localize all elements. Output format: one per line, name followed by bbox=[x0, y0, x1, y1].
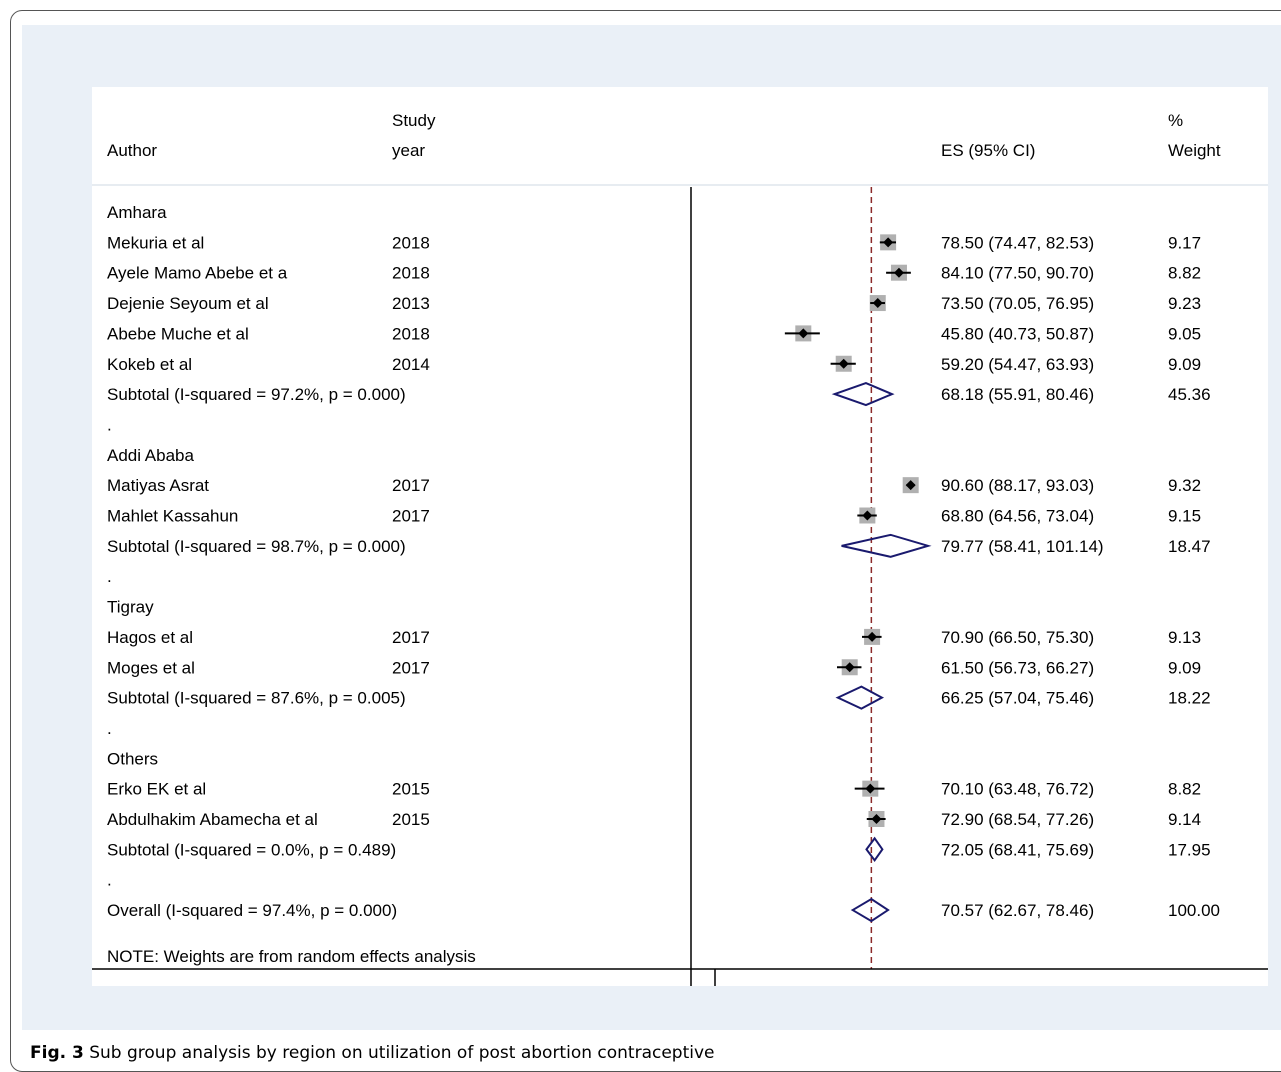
header-study: Study bbox=[392, 111, 436, 130]
study-year: 2017 bbox=[392, 628, 430, 647]
study-es: 72.90 (68.54, 77.26) bbox=[941, 810, 1094, 829]
group-label: Amhara bbox=[107, 203, 167, 222]
study-weight: 8.82 bbox=[1168, 780, 1201, 799]
group-label: Tigray bbox=[107, 598, 154, 617]
study-author: Kokeb et al bbox=[107, 355, 192, 374]
subtotal-es: 66.25 (57.04, 75.46) bbox=[941, 689, 1094, 708]
spacer-dot: . bbox=[107, 415, 112, 434]
subtotal-diamond bbox=[841, 533, 932, 558]
study-es: 68.80 (64.56, 73.04) bbox=[941, 507, 1094, 526]
subtotal-label: Subtotal (I-squared = 87.6%, p = 0.005) bbox=[107, 689, 406, 708]
subtotal-es: 72.05 (68.41, 75.69) bbox=[941, 840, 1094, 859]
figure-panel: Study year Author ES (95% CI)% Weight Amhara M… bbox=[22, 25, 1281, 1030]
spacer-dot: . bbox=[107, 719, 112, 738]
forest-plot: Study year Author ES (95% CI)% Weight Amhara M… bbox=[92, 87, 1268, 986]
study-weight: 9.13 bbox=[1168, 628, 1201, 647]
study-point bbox=[798, 328, 809, 339]
study-year: 2018 bbox=[392, 264, 430, 283]
subtotal-diamond bbox=[831, 382, 895, 407]
study-author: Dejenie Seyoum et al bbox=[107, 294, 269, 313]
subtotal-label: Subtotal (I-squared = 0.0%, p = 0.489) bbox=[107, 840, 396, 859]
study-es: 78.50 (74.47, 82.53) bbox=[941, 233, 1094, 252]
study-weight: 9.23 bbox=[1168, 294, 1201, 313]
study-es: 73.50 (70.05, 76.95) bbox=[941, 294, 1094, 313]
caption-text: Sub group analysis by region on utilizat… bbox=[89, 1043, 715, 1063]
study-author: Mahlet Kassahun bbox=[107, 507, 238, 526]
study-es: 59.20 (54.47, 63.93) bbox=[941, 355, 1094, 374]
study-author: Abebe Muche et al bbox=[107, 324, 249, 343]
study-weight: 9.15 bbox=[1168, 507, 1201, 526]
study-weight: 9.32 bbox=[1168, 476, 1201, 495]
study-point bbox=[867, 631, 878, 642]
caption-label: Fig. 3 bbox=[30, 1043, 84, 1063]
study-author: Ayele Mamo Abebe et a bbox=[107, 264, 288, 283]
study-point bbox=[838, 358, 849, 369]
study-es: 61.50 (56.73, 66.27) bbox=[941, 658, 1094, 677]
group-label: Others bbox=[107, 749, 158, 768]
study-point bbox=[865, 783, 876, 794]
subtotal-label: Subtotal (I-squared = 98.7%, p = 0.000) bbox=[107, 537, 406, 556]
study-es: 90.60 (88.17, 93.03) bbox=[941, 476, 1094, 495]
study-year: 2015 bbox=[392, 810, 430, 829]
study-author: Matiyas Asrat bbox=[107, 476, 209, 495]
header-year: year bbox=[392, 141, 425, 160]
spacer-dot: . bbox=[107, 567, 112, 586]
subtotal-weight: 45.36 bbox=[1168, 385, 1211, 404]
study-author: Moges et al bbox=[107, 658, 195, 677]
study-year: 2018 bbox=[392, 324, 430, 343]
study-weight: 9.17 bbox=[1168, 233, 1201, 252]
subtotal-weight: 17.95 bbox=[1168, 840, 1211, 859]
study-point bbox=[862, 510, 873, 521]
study-weight: 9.05 bbox=[1168, 324, 1201, 343]
spacer-dot: . bbox=[107, 871, 112, 890]
header-percent: % bbox=[1168, 111, 1183, 130]
subtotal-es: 79.77 (58.41, 101.14) bbox=[941, 537, 1104, 556]
subtotal-weight: 18.22 bbox=[1168, 689, 1211, 708]
study-year: 2013 bbox=[392, 294, 430, 313]
subtotal-diamond bbox=[865, 836, 884, 863]
study-author: Abdulhakim Abamecha et al bbox=[107, 810, 318, 829]
weights-note: NOTE: Weights are from random effects an… bbox=[107, 947, 476, 966]
study-es: 70.10 (63.48, 76.72) bbox=[941, 780, 1094, 799]
study-weight: 9.09 bbox=[1168, 658, 1201, 677]
subtotal-es: 68.18 (55.91, 80.46) bbox=[941, 385, 1094, 404]
study-point bbox=[893, 267, 904, 278]
group-label: Addi Ababa bbox=[107, 446, 195, 465]
study-weight: 8.82 bbox=[1168, 264, 1201, 283]
study-author: Hagos et al bbox=[107, 628, 193, 647]
header-author: Author bbox=[107, 141, 157, 160]
study-point bbox=[905, 480, 916, 491]
study-es: 45.80 (40.73, 50.87) bbox=[941, 324, 1094, 343]
figure-caption: Fig. 3 Sub group analysis by region on u… bbox=[30, 1043, 715, 1063]
overall-weight: 100.00 bbox=[1168, 901, 1220, 920]
subtotal-label: Subtotal (I-squared = 97.2%, p = 0.000) bbox=[107, 385, 406, 404]
study-point bbox=[872, 298, 883, 309]
overall-diamond bbox=[850, 897, 890, 923]
study-year: 2017 bbox=[392, 658, 430, 677]
header-weight: Weight bbox=[1168, 141, 1221, 160]
overall-es: 70.57 (62.67, 78.46) bbox=[941, 901, 1094, 920]
header-es: ES (95% CI) bbox=[941, 141, 1035, 160]
study-year: 2015 bbox=[392, 780, 430, 799]
overall-label: Overall (I-squared = 97.4%, p = 0.000) bbox=[107, 901, 397, 920]
study-year: 2018 bbox=[392, 233, 430, 252]
study-weight: 9.14 bbox=[1168, 810, 1201, 829]
study-author: Erko EK et al bbox=[107, 780, 206, 799]
forest-plot-svg: Study year Author ES (95% CI)% Weight Amhara M… bbox=[92, 111, 1268, 986]
study-point bbox=[871, 814, 882, 824]
subtotal-diamond bbox=[835, 685, 885, 710]
study-es: 84.10 (77.50, 90.70) bbox=[941, 264, 1094, 283]
study-es: 70.90 (66.50, 75.30) bbox=[941, 628, 1094, 647]
study-author: Mekuria et al bbox=[107, 233, 204, 252]
study-point bbox=[883, 237, 894, 248]
subtotal-weight: 18.47 bbox=[1168, 537, 1211, 556]
study-year: 2017 bbox=[392, 507, 430, 526]
study-weight: 9.09 bbox=[1168, 355, 1201, 374]
study-point bbox=[844, 662, 855, 673]
study-year: 2017 bbox=[392, 476, 430, 495]
study-year: 2014 bbox=[392, 355, 430, 374]
